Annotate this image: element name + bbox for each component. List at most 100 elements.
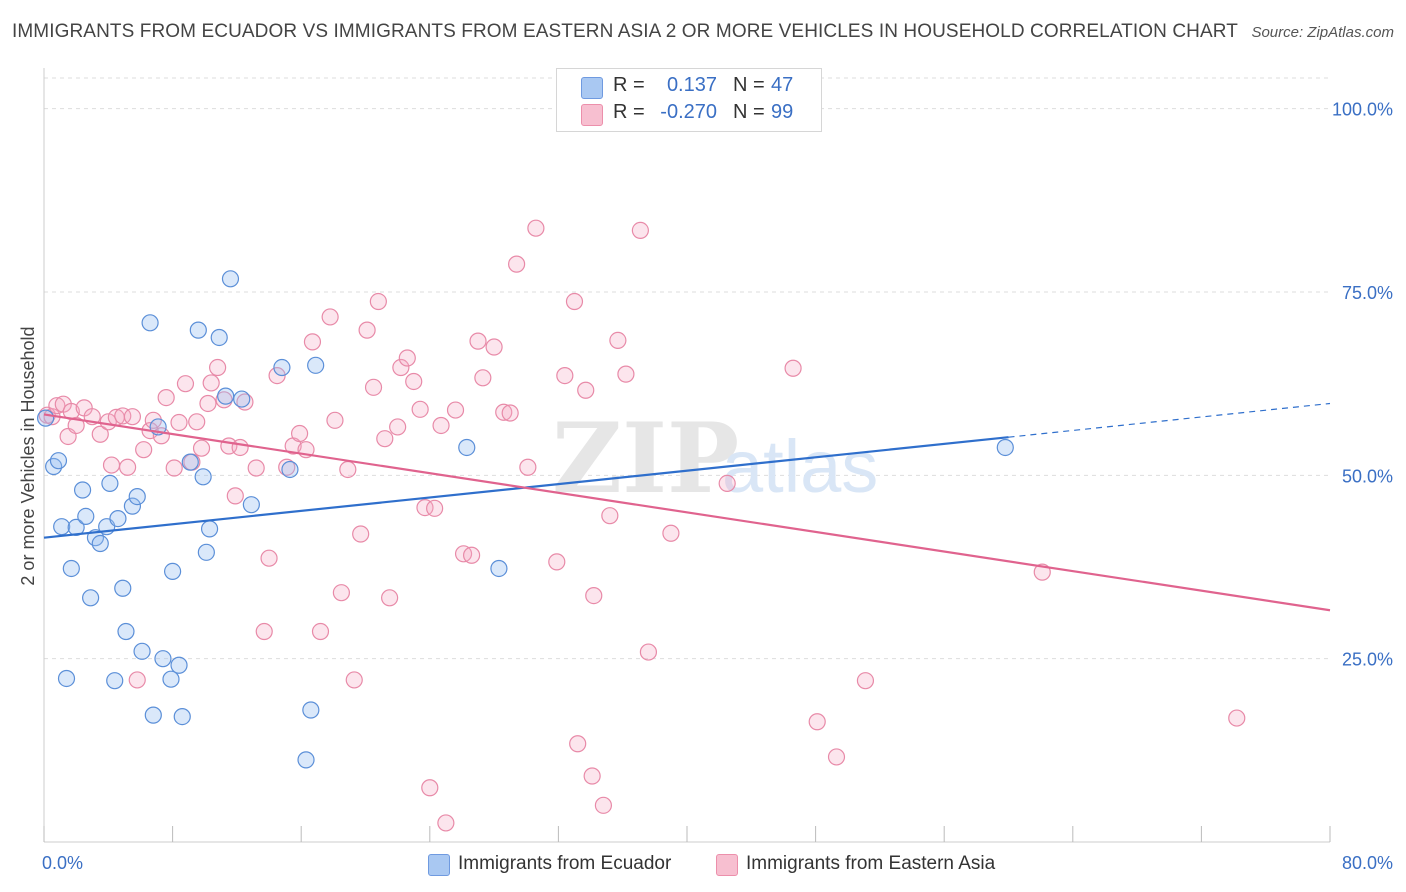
point-ecuador: [217, 387, 235, 405]
legend-swatch-eastern-asia: [581, 104, 603, 126]
watermark-zip: ZIP: [552, 402, 739, 515]
point-eastern-asia: [601, 507, 619, 525]
point-eastern-asia: [718, 474, 736, 492]
point-eastern-asia: [474, 369, 492, 387]
point-eastern-asia: [326, 411, 344, 429]
point-ecuador: [233, 390, 251, 408]
point-ecuador: [242, 496, 260, 514]
legend-n-value: 47: [771, 74, 794, 96]
point-ecuador: [197, 543, 215, 561]
point-eastern-asia: [437, 814, 455, 832]
point-eastern-asia: [260, 549, 278, 567]
tick-labels: 25.0% 50.0% 75.0% 100.0% 0.0% 80.0%: [42, 100, 1393, 873]
point-ecuador: [141, 314, 159, 332]
correlation-legend: R = 0.137 N = 47 R = -0.270 N = 99: [556, 68, 822, 132]
point-eastern-asia: [128, 671, 146, 689]
point-eastern-asia: [332, 584, 350, 602]
trend-line-ecuador-extension: [1008, 402, 1331, 438]
point-eastern-asia: [157, 389, 175, 407]
legend-r-value: -0.270: [660, 101, 717, 123]
point-eastern-asia: [583, 767, 601, 785]
axes: [43, 68, 1331, 843]
point-ecuador: [117, 622, 135, 641]
point-ecuador: [173, 707, 191, 726]
point-eastern-asia: [446, 401, 465, 419]
point-ecuador: [57, 669, 76, 688]
point-ecuador: [273, 358, 291, 377]
y-tick-label: 75.0%: [1342, 283, 1393, 303]
point-ecuador: [194, 468, 212, 486]
point-eastern-asia: [192, 439, 211, 457]
bottom-legend-eastern-asia: Immigrants from Eastern Asia: [716, 852, 1026, 878]
bottom-legend-swatch-eastern-asia: [716, 854, 738, 876]
point-eastern-asia: [485, 338, 503, 356]
point-eastern-asia: [784, 359, 802, 377]
point-eastern-asia: [255, 622, 273, 641]
legend-r-label: R =: [613, 101, 645, 123]
point-eastern-asia: [311, 622, 330, 641]
point-eastern-asia: [135, 441, 153, 459]
bottom-legend-swatch-ecuador: [428, 854, 450, 876]
point-ecuador: [109, 509, 127, 528]
point-eastern-asia: [569, 735, 587, 753]
point-eastern-asia: [339, 460, 357, 479]
point-eastern-asia: [585, 586, 603, 605]
point-eastern-asia: [609, 331, 627, 349]
source-note: Source: ZipAtlas.com: [1251, 24, 1394, 41]
y-tick-label: 100.0%: [1332, 100, 1393, 120]
bottom-legend-ecuador: Immigrants from Ecuador: [428, 852, 698, 878]
x-tick-label: 0.0%: [42, 853, 83, 873]
point-eastern-asia: [67, 416, 85, 435]
point-eastern-asia: [91, 425, 109, 443]
point-ecuador: [302, 701, 320, 719]
point-ecuador: [181, 453, 199, 471]
point-eastern-asia: [527, 219, 545, 237]
point-ecuador: [101, 474, 119, 492]
point-eastern-asia: [548, 553, 566, 571]
point-eastern-asia: [165, 459, 183, 477]
trend-lines: [43, 402, 1331, 612]
point-eastern-asia: [231, 438, 249, 457]
point-eastern-asia: [426, 499, 444, 517]
point-ecuador: [128, 488, 146, 506]
point-eastern-asia: [364, 378, 383, 396]
point-ecuador: [37, 409, 55, 427]
point-eastern-asia: [565, 292, 584, 311]
watermark: ZIP atlas: [552, 402, 878, 515]
point-ecuador: [154, 650, 172, 668]
point-ecuador: [307, 356, 325, 374]
point-eastern-asia: [639, 643, 658, 661]
point-eastern-asia: [617, 365, 635, 383]
point-eastern-asia: [827, 748, 846, 766]
point-eastern-asia: [519, 458, 537, 476]
point-eastern-asia: [358, 321, 376, 339]
point-eastern-asia: [376, 430, 394, 448]
point-ecuador: [62, 559, 80, 578]
point-eastern-asia: [416, 499, 434, 517]
points-eastern-asia: [38, 219, 1246, 832]
point-eastern-asia: [389, 418, 407, 436]
point-eastern-asia: [123, 408, 142, 426]
point-eastern-asia: [303, 333, 322, 351]
point-eastern-asia: [226, 487, 244, 505]
point-ecuador: [49, 452, 68, 470]
point-ecuador: [53, 518, 71, 536]
point-eastern-asia: [411, 400, 429, 418]
point-ecuador: [133, 642, 151, 660]
point-eastern-asia: [577, 381, 595, 399]
point-eastern-asia: [392, 358, 410, 377]
point-eastern-asia: [188, 413, 206, 431]
point-ecuador: [297, 751, 315, 769]
point-eastern-asia: [247, 459, 265, 477]
point-ecuador: [114, 579, 132, 597]
point-ecuador: [82, 589, 100, 607]
legend-swatch-ecuador: [581, 77, 603, 99]
legend-n-label: N =: [733, 74, 765, 96]
point-eastern-asia: [631, 221, 649, 239]
point-eastern-asia: [114, 407, 132, 425]
point-ecuador: [106, 672, 124, 690]
point-eastern-asia: [199, 394, 217, 413]
legend-r-label: R =: [613, 74, 645, 96]
point-ecuador: [200, 520, 219, 538]
